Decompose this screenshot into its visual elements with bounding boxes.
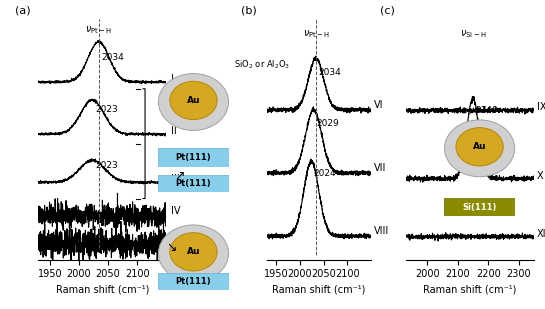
Text: $\nu_{\rm Si-H}$: $\nu_{\rm Si-H}$ — [459, 28, 486, 40]
Text: III: III — [171, 174, 179, 184]
Text: V: V — [171, 235, 178, 244]
Circle shape — [159, 225, 228, 282]
X-axis label: Raman shift (cm⁻¹): Raman shift (cm⁻¹) — [272, 285, 366, 295]
Text: I: I — [171, 74, 174, 84]
Text: (b): (b) — [241, 6, 257, 16]
Text: 2024: 2024 — [314, 169, 336, 178]
Text: (c): (c) — [380, 6, 395, 16]
Circle shape — [170, 233, 217, 271]
Text: II: II — [171, 126, 177, 136]
Text: $\nu_{\rm Pt-H}$: $\nu_{\rm Pt-H}$ — [302, 28, 330, 40]
Circle shape — [170, 81, 217, 120]
Text: $\nu_{\rm Pt-H}$: $\nu_{\rm Pt-H}$ — [85, 25, 112, 36]
FancyBboxPatch shape — [158, 175, 229, 192]
X-axis label: Raman shift (cm⁻¹): Raman shift (cm⁻¹) — [423, 285, 517, 295]
Text: 2034: 2034 — [318, 68, 341, 77]
Text: ↘: ↘ — [166, 241, 177, 254]
FancyBboxPatch shape — [158, 273, 229, 290]
Text: VII: VII — [374, 163, 387, 173]
X-axis label: Raman shift (cm⁻¹): Raman shift (cm⁻¹) — [56, 285, 149, 295]
Text: 2034: 2034 — [101, 53, 124, 61]
Text: 2029: 2029 — [316, 119, 339, 129]
Text: Si(111): Si(111) — [462, 202, 497, 212]
Text: Au: Au — [473, 142, 486, 151]
Text: Pt(111): Pt(111) — [175, 153, 211, 162]
Text: 2023: 2023 — [95, 161, 118, 170]
Text: 2149: 2149 — [475, 106, 498, 115]
FancyBboxPatch shape — [158, 148, 229, 167]
Text: IX: IX — [537, 103, 545, 112]
Text: 2023: 2023 — [95, 105, 118, 114]
Text: ↗: ↗ — [174, 170, 185, 183]
Text: IV: IV — [171, 206, 180, 216]
Text: VIII: VIII — [374, 226, 390, 236]
Text: (a): (a) — [15, 6, 31, 16]
Text: SiO$_2$ or Al$_2$O$_3$: SiO$_2$ or Al$_2$O$_3$ — [234, 59, 290, 71]
Text: VI: VI — [374, 99, 384, 110]
Text: Pt(111): Pt(111) — [175, 179, 211, 188]
Text: XI: XI — [537, 229, 545, 239]
FancyBboxPatch shape — [444, 198, 515, 216]
Text: Au: Au — [187, 96, 200, 105]
Text: Au: Au — [187, 247, 200, 256]
Circle shape — [456, 128, 503, 166]
Circle shape — [159, 74, 228, 130]
Circle shape — [445, 120, 514, 177]
Text: X: X — [537, 171, 544, 181]
Text: Pt(111): Pt(111) — [175, 277, 211, 286]
